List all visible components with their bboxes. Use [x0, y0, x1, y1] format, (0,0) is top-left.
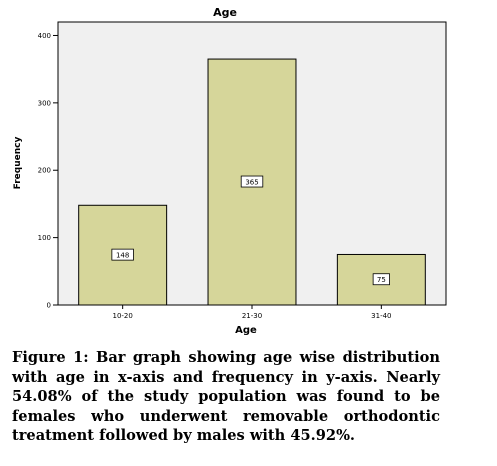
- data-label-box: [372, 273, 390, 286]
- x-axis-label: Age: [235, 325, 257, 336]
- y-axis: 0 100 200 300 400: [38, 32, 58, 310]
- y-tick-label: 400: [38, 32, 51, 40]
- x-tick-label: 10-20: [112, 312, 132, 320]
- x-axis: 10-20 21-30 31-40: [112, 305, 392, 320]
- data-label: 365: [245, 179, 258, 187]
- x-tick-label: 21-30: [242, 312, 262, 320]
- data-label-box: [111, 248, 134, 261]
- data-label-box: [240, 175, 264, 188]
- x-tick-label: 31-40: [371, 312, 391, 320]
- y-tick-label: 100: [38, 234, 51, 242]
- y-tick-label: 200: [38, 167, 51, 175]
- chart-title: Age: [213, 6, 237, 19]
- bars: 148 365 75: [78, 58, 426, 306]
- y-tick-label: 300: [38, 99, 51, 107]
- data-label: 75: [377, 276, 386, 284]
- y-tick-label: 0: [47, 302, 51, 310]
- data-label: 148: [116, 252, 129, 260]
- y-axis-label: Frequency: [13, 137, 23, 190]
- bar-chart: Age 0 100 200 300 400 148 365 75 10-20 21-30 31-…: [13, 6, 447, 336]
- figure-caption: Figure 1: Bar graph showing age wise dis…: [12, 349, 440, 445]
